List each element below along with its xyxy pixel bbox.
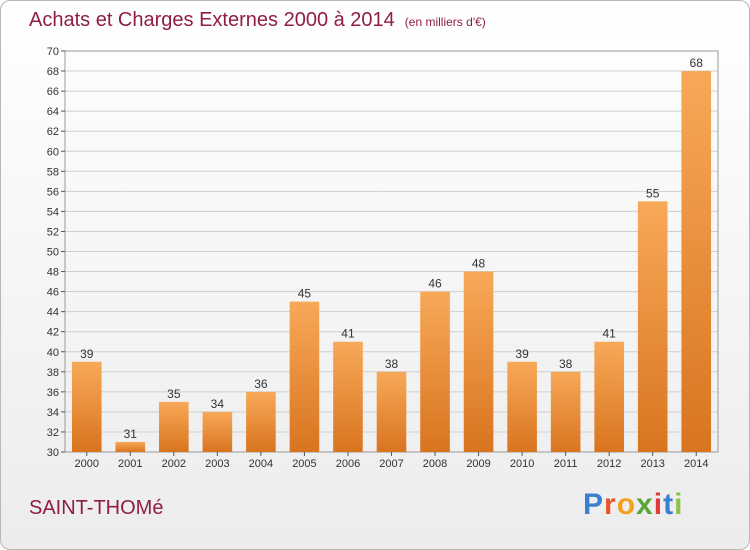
data-label: 31 <box>124 427 138 441</box>
data-label: 55 <box>646 186 660 200</box>
bar-2000 <box>71 361 102 452</box>
logo-letter: i <box>674 488 684 521</box>
x-tick-label: 2000 <box>75 458 99 470</box>
data-label: 35 <box>167 387 181 401</box>
logo-letter: P <box>583 488 605 521</box>
y-tick-label: 32 <box>47 427 59 439</box>
bar-2010 <box>507 361 537 452</box>
chart-unit-label: (en milliers d'€) <box>404 15 486 29</box>
bar-2008 <box>420 291 450 452</box>
logo-letter: t <box>663 488 675 521</box>
bar-2005 <box>289 301 320 452</box>
bar-2006 <box>333 341 363 452</box>
y-tick-label: 50 <box>47 247 59 259</box>
logo-letter: i <box>653 488 664 521</box>
proxiti-logo: Proxiti <box>583 488 683 522</box>
data-label: 46 <box>428 277 442 291</box>
y-tick-label: 60 <box>47 146 59 158</box>
y-tick-label: 54 <box>47 206 59 218</box>
x-tick-label: 2008 <box>423 458 447 470</box>
x-tick-label: 2012 <box>597 458 621 470</box>
x-tick-label: 2007 <box>379 458 403 470</box>
data-label: 36 <box>254 377 268 391</box>
x-tick-label: 2003 <box>205 458 229 470</box>
bar-2009 <box>463 271 494 452</box>
bar-2001 <box>115 441 146 452</box>
x-tick-label: 2006 <box>336 458 360 470</box>
y-tick-label: 52 <box>47 226 59 238</box>
data-label: 38 <box>559 357 573 371</box>
x-tick-label: 2013 <box>640 458 664 470</box>
data-label: 41 <box>602 327 616 341</box>
data-label: 39 <box>515 347 529 361</box>
bar-2004 <box>246 391 276 452</box>
y-tick-label: 36 <box>47 387 59 399</box>
y-tick-label: 44 <box>47 307 59 319</box>
data-label: 39 <box>80 347 94 361</box>
logo-letter: r <box>604 488 617 521</box>
data-label: 45 <box>298 287 312 301</box>
x-tick-label: 2011 <box>554 458 578 470</box>
commune-name: SAINT-THOMé <box>29 497 164 519</box>
y-tick-label: 58 <box>47 166 59 178</box>
y-tick-label: 46 <box>47 287 59 299</box>
y-tick-label: 70 <box>47 46 59 58</box>
y-tick-label: 48 <box>47 267 59 279</box>
bar-2002 <box>159 401 189 452</box>
logo-letter: o <box>616 488 637 521</box>
chart-title: Achats et Charges Externes 2000 à 2014 (e… <box>29 9 486 32</box>
bar-2014 <box>681 71 712 453</box>
x-tick-label: 2009 <box>466 458 490 470</box>
x-tick-label: 2010 <box>510 458 534 470</box>
x-tick-label: 2002 <box>162 458 186 470</box>
y-tick-label: 64 <box>47 106 59 118</box>
bar-2003 <box>202 411 233 452</box>
x-tick-label: 2001 <box>118 458 142 470</box>
data-label: 48 <box>472 257 486 271</box>
bar-2007 <box>376 371 407 452</box>
y-tick-label: 68 <box>47 66 59 78</box>
x-tick-label: 2005 <box>292 458 316 470</box>
logo-letter: x <box>636 488 654 521</box>
y-tick-label: 34 <box>47 407 59 419</box>
data-label: 38 <box>385 357 399 371</box>
bar-2011 <box>550 371 581 452</box>
x-tick-label: 2014 <box>684 458 708 470</box>
bar-2012 <box>594 341 624 452</box>
y-tick-label: 38 <box>47 367 59 379</box>
bar-2013 <box>637 201 668 452</box>
y-tick-label: 62 <box>47 126 59 138</box>
data-label: 34 <box>211 397 225 411</box>
y-tick-label: 56 <box>47 186 59 198</box>
y-tick-label: 30 <box>47 447 59 459</box>
y-tick-label: 42 <box>47 327 59 339</box>
y-tick-label: 40 <box>47 347 59 359</box>
data-label: 68 <box>690 56 704 70</box>
data-label: 41 <box>341 327 355 341</box>
x-tick-label: 2004 <box>249 458 273 470</box>
y-tick-label: 66 <box>47 86 59 98</box>
chart-title-main: Achats et Charges Externes 2000 à 2014 <box>29 9 395 31</box>
